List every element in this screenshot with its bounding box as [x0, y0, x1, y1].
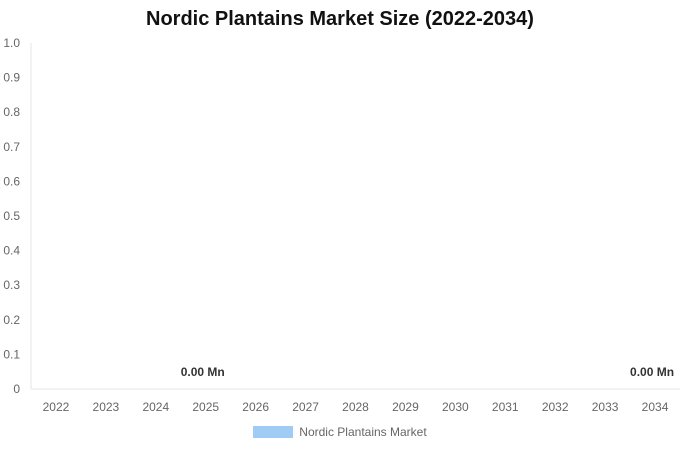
- data-label: 0.00 Mn: [630, 365, 674, 379]
- legend-swatch: [253, 426, 294, 438]
- x-tick-label: 2027: [292, 400, 319, 414]
- x-tick-label: 2022: [43, 400, 70, 414]
- x-tick-label: 2024: [142, 400, 169, 414]
- y-axis: 0 0.1 0.2 0.3 0.4 0.5 0.6 0.7 0.8 0.9 1.0: [3, 36, 32, 396]
- x-tick-label: 2026: [242, 400, 269, 414]
- y-tick-label: 0.8: [3, 105, 20, 119]
- legend: Nordic Plantains Market: [0, 425, 680, 439]
- y-tick-label: 0.5: [3, 209, 20, 223]
- legend-label: Nordic Plantains Market: [299, 425, 427, 439]
- y-tick-label: 0.2: [3, 313, 20, 327]
- x-tick-label: 2023: [93, 400, 120, 414]
- x-tick-label: 2025: [192, 400, 219, 414]
- bar-chart: 0 0.1 0.2 0.3 0.4 0.5 0.6 0.7 0.8 0.9 1.0 2022 2023…: [3, 36, 680, 414]
- y-tick-label: 0.1: [3, 347, 20, 361]
- x-tick-label: 2032: [542, 400, 569, 414]
- x-tick-label: 2034: [642, 400, 669, 414]
- y-tick-label: 0.3: [3, 278, 20, 292]
- y-tick-label: 0: [13, 382, 20, 396]
- y-tick-label: 0.4: [3, 244, 20, 258]
- data-labels: 0.00 Mn 0.00 Mn: [181, 365, 674, 379]
- x-tick-label: 2028: [342, 400, 369, 414]
- y-tick-label: 0.9: [3, 71, 20, 85]
- y-tick-label: 1.0: [3, 36, 20, 50]
- x-tick-label: 2030: [442, 400, 469, 414]
- y-tick-label: 0.6: [3, 174, 20, 188]
- data-label: 0.00 Mn: [181, 365, 225, 379]
- x-tick-label: 2029: [392, 400, 419, 414]
- x-axis: 2022 2023 2024 2025 2026 2027 2028 2029 2030 2031…: [31, 388, 680, 414]
- x-tick-label: 2033: [592, 400, 619, 414]
- x-tick-label: 2031: [492, 400, 519, 414]
- y-tick-label: 0.7: [3, 140, 20, 154]
- chart-title: Nordic Plantains Market Size (2022-2034): [146, 8, 534, 30]
